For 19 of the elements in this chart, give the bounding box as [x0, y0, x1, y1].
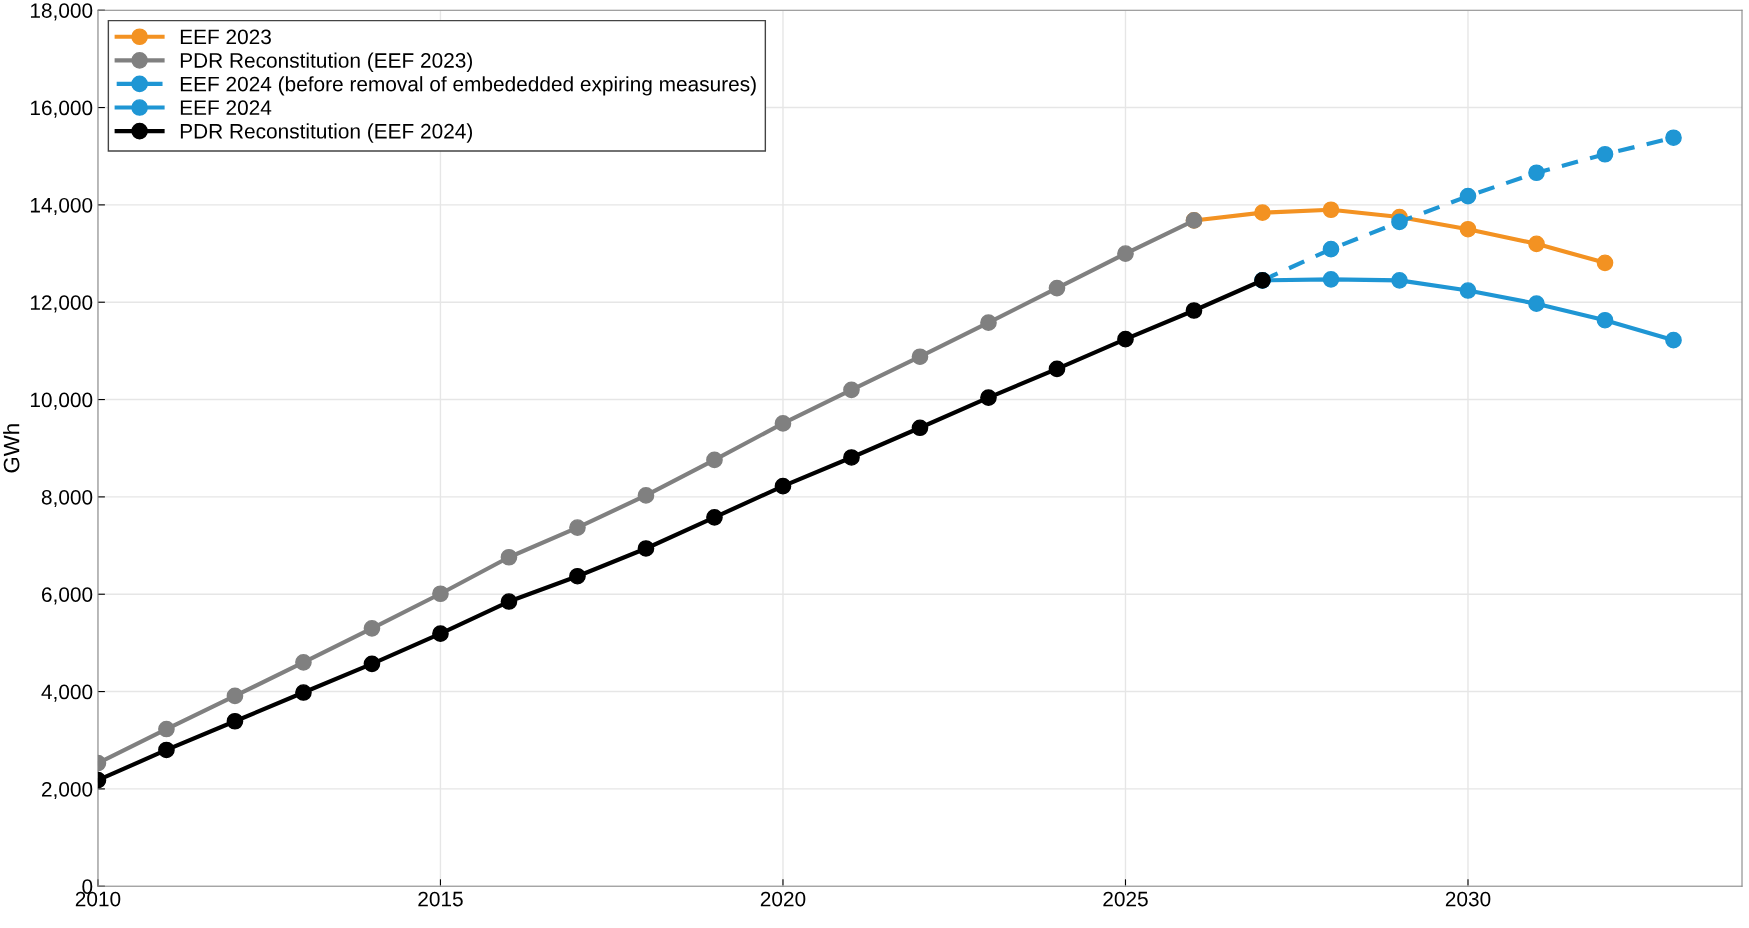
y-tick-label: 4,000 [41, 684, 93, 702]
y-tick-label: 2,000 [42, 781, 93, 800]
legend-label: EEF 2023 [180, 29, 271, 45]
legend-label: PDR Reconstitution (EEF 2024) [180, 123, 473, 143]
y-tick-label: 6,000 [42, 587, 93, 605]
y-tick-label: 10,000 [30, 392, 93, 410]
y-tick-label: 12,000 [30, 295, 93, 313]
y-tick-label: 18,000 [30, 3, 93, 21]
y-axis-title: GWh [3, 424, 20, 473]
legend-label: EEF 2024 [180, 100, 272, 116]
legend-label: EEF 2024 (before removal of embededded expiring measures) [180, 76, 756, 96]
y-tick-label: 8,000 [41, 489, 93, 508]
x-tick-label: 2015 [418, 891, 463, 907]
y-tick-label: 16,000 [30, 100, 93, 118]
y-tick-label: 14,000 [30, 197, 93, 216]
x-tick-label: 2020 [760, 891, 806, 907]
x-tick-label: 2030 [1445, 891, 1491, 907]
x-tick-label: 2025 [1103, 891, 1148, 907]
legend-label: PDR Reconstitution (EEF 2023) [180, 52, 473, 72]
